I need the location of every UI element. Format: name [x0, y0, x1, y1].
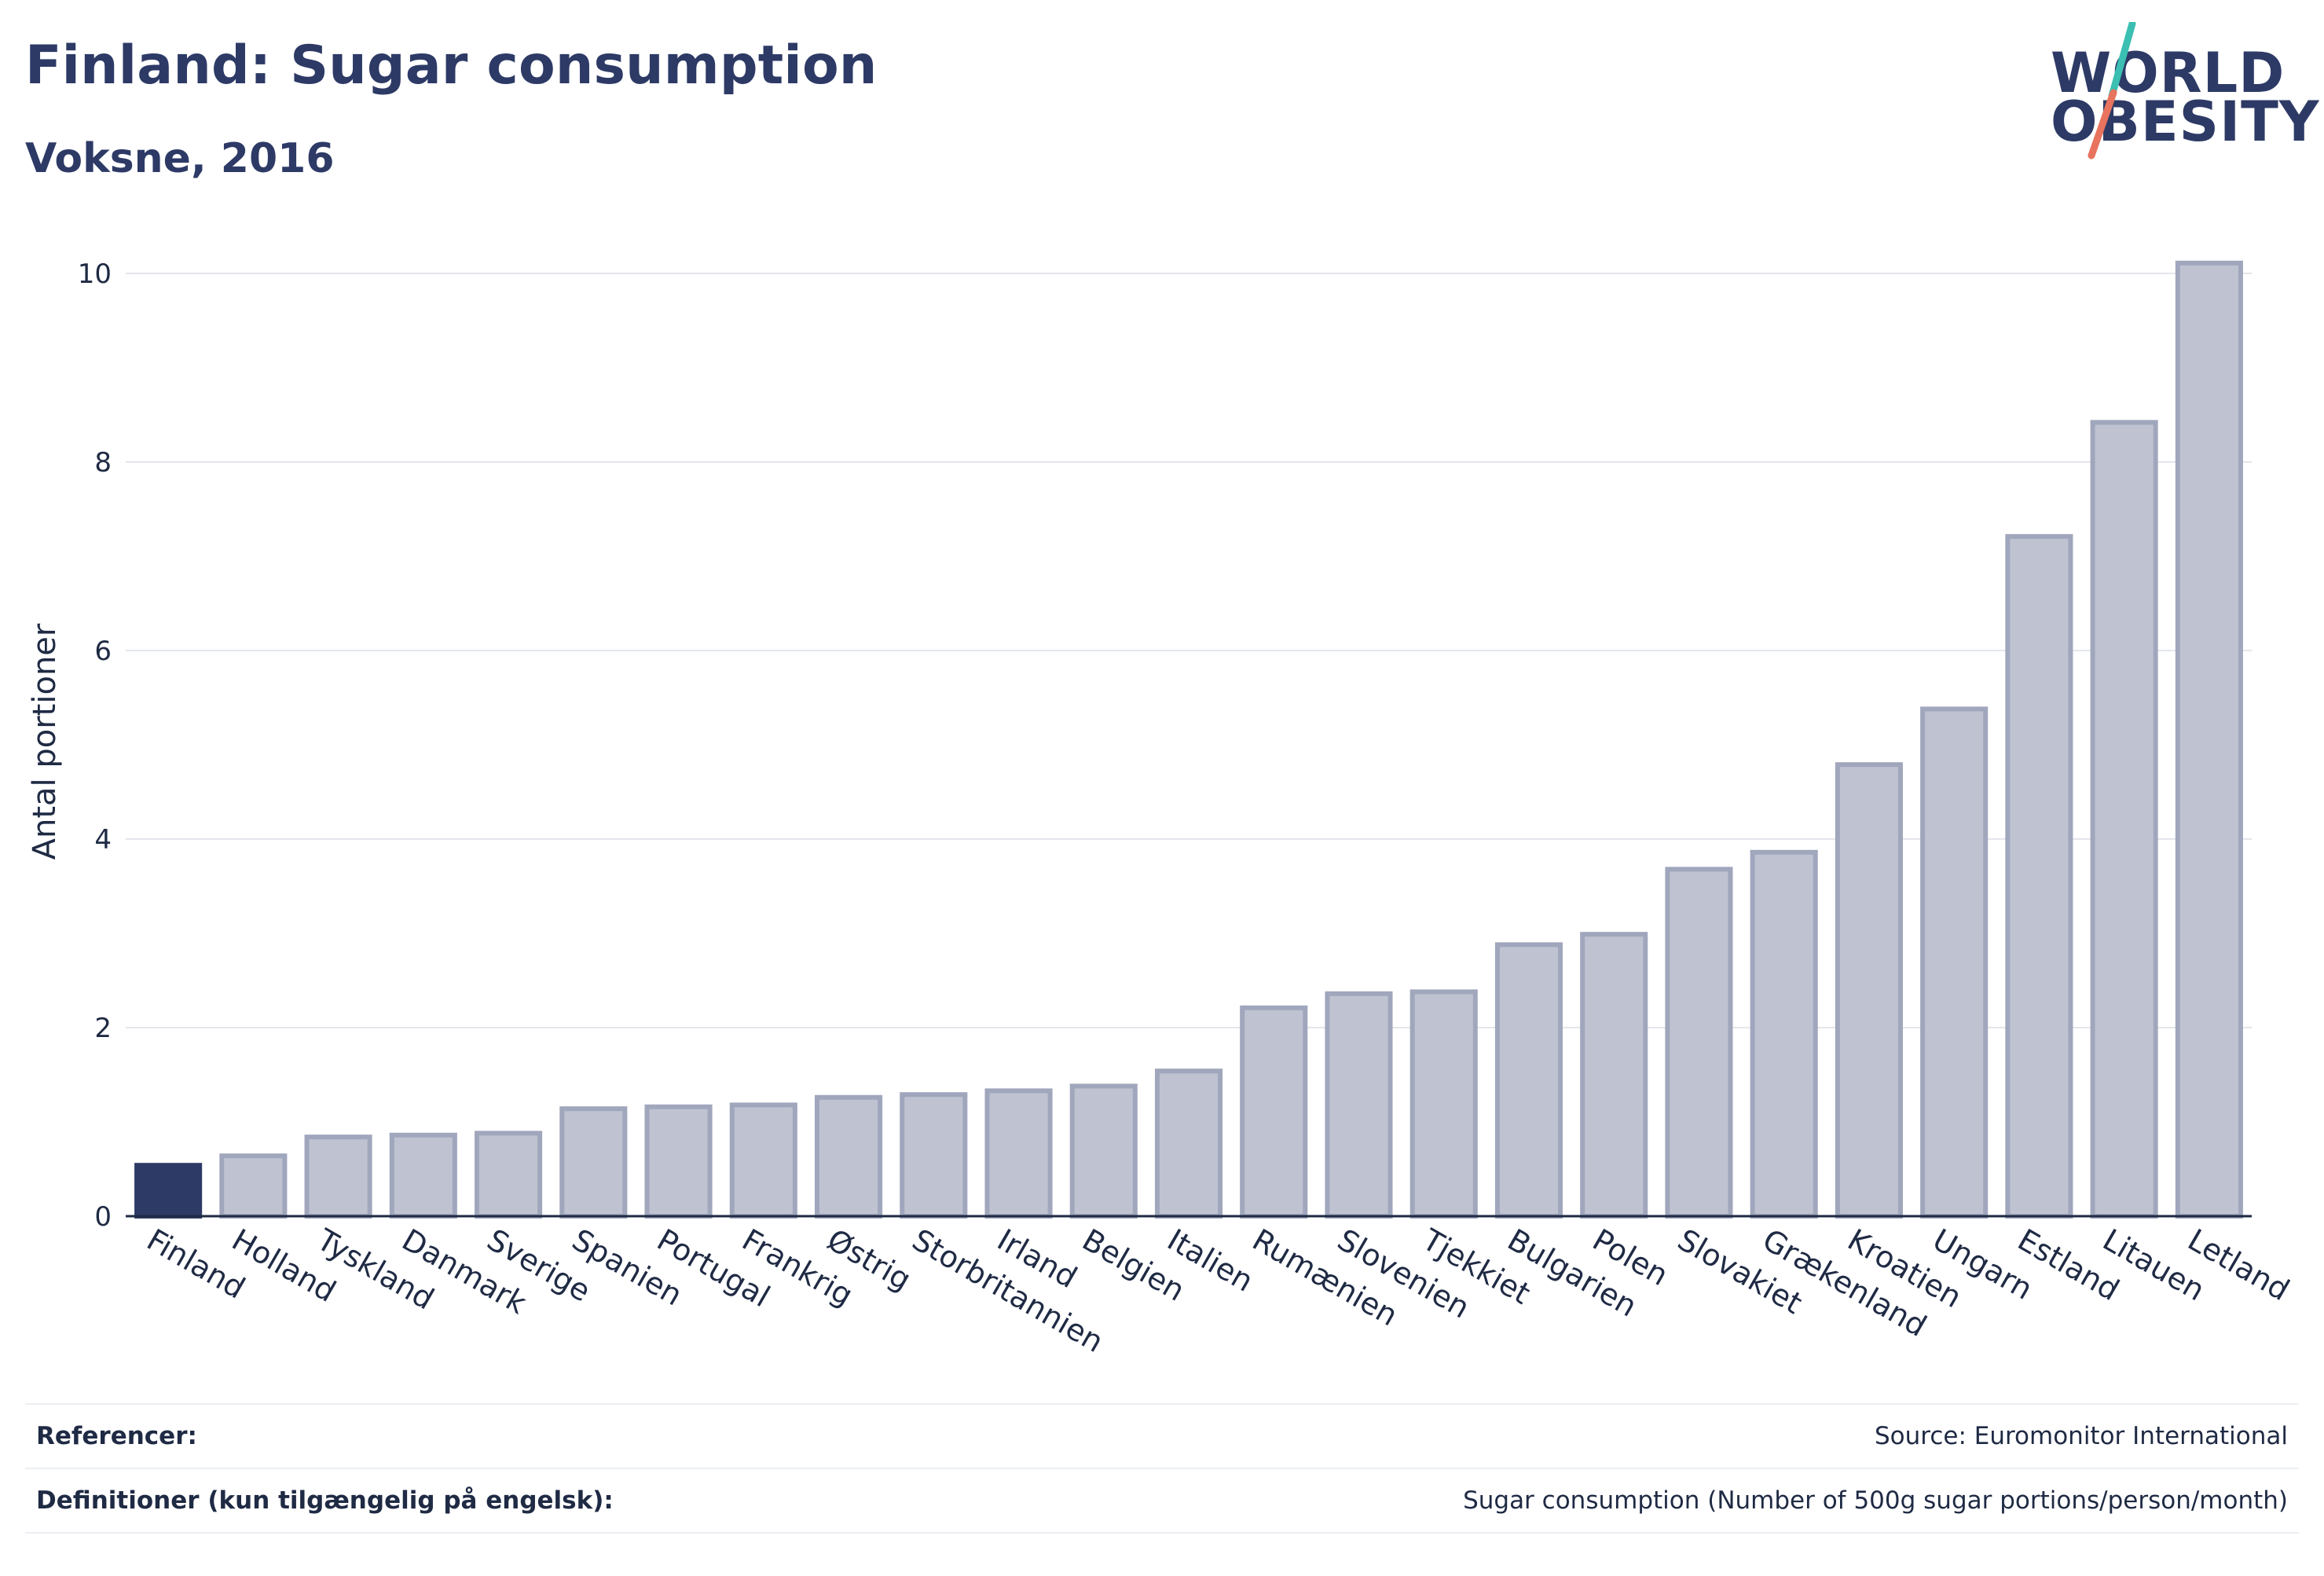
bars [134, 260, 2243, 1219]
chart-area: 0 2 4 6 8 10 Finland Holland Tyskland Danmark Sve… [0, 204, 2324, 1398]
references-label: Referencer: [36, 1422, 197, 1450]
bar-italien [1154, 1068, 1223, 1219]
bar-tyskland [304, 1134, 372, 1219]
bar-rumænien [1240, 1005, 1308, 1219]
bar-chart: 0 2 4 6 8 10 FinlandHollandTysklandDanmarkSve… [27, 258, 2296, 1359]
bar-polen [1580, 932, 1648, 1219]
bar-litauen [2090, 420, 2158, 1219]
y-tick-label: 2 [94, 1013, 112, 1044]
bar-østrig [814, 1094, 883, 1219]
definitions-row: Definitioner (kun tilgængelig på engelsk… [25, 1468, 2299, 1534]
bar-frankrig [729, 1102, 797, 1219]
bar-holland [219, 1153, 288, 1219]
logo-line-world: WORLD [2051, 41, 2286, 105]
bar-letland [2175, 260, 2243, 1219]
chart-title: Finland: Sugar consumption [25, 35, 878, 97]
bar-spanien [559, 1106, 628, 1219]
y-tick-label: 4 [94, 824, 112, 856]
bar-irland [984, 1088, 1053, 1219]
world-obesity-logo: WORLD OBESITY [2051, 22, 2319, 163]
references-value: Source: Euromonitor International [1874, 1422, 2288, 1450]
slash-logo-mark-icon [2088, 22, 2136, 159]
y-axis-ticks: 0 2 4 6 8 10 [78, 258, 112, 1233]
definitions-value: Sugar consumption (Number of 500g sugar … [1463, 1486, 2288, 1515]
bar-belgien [1069, 1083, 1138, 1219]
y-tick-label: 0 [94, 1201, 112, 1233]
bar-sverige [475, 1131, 543, 1219]
bar-portugal [644, 1104, 713, 1219]
definitions-label: Definitioner (kun tilgængelig på engelsk… [36, 1486, 614, 1515]
chart-footer: Referencer: Source: Euromonitor Internat… [25, 1403, 2299, 1534]
bar-slovakiet [1665, 867, 1733, 1219]
bar-danmark [389, 1132, 457, 1219]
x-tick-label: Finland [141, 1222, 251, 1306]
bar-tjekkiet [1409, 989, 1478, 1219]
bar-slovenien [1325, 991, 1393, 1219]
chart-subtitle: Voksne, 2016 [25, 135, 335, 182]
bar-storbritannien [900, 1092, 968, 1219]
y-tick-label: 10 [78, 258, 112, 290]
bar-finland [134, 1163, 203, 1219]
y-tick-label: 8 [94, 447, 112, 478]
bar-kroatien [1835, 762, 1903, 1219]
x-axis-labels: FinlandHollandTysklandDanmarkSverigeSpan… [141, 1222, 2296, 1359]
y-axis-title: Antal portioner [27, 623, 63, 859]
references-row: Referencer: Source: Euromonitor Internat… [25, 1403, 2299, 1468]
bar-grækenland [1750, 849, 1818, 1219]
y-tick-label: 6 [94, 636, 112, 667]
bar-bulgarien [1494, 942, 1563, 1219]
bar-ungarn [1920, 706, 1989, 1219]
bar-estland [2005, 533, 2073, 1219]
